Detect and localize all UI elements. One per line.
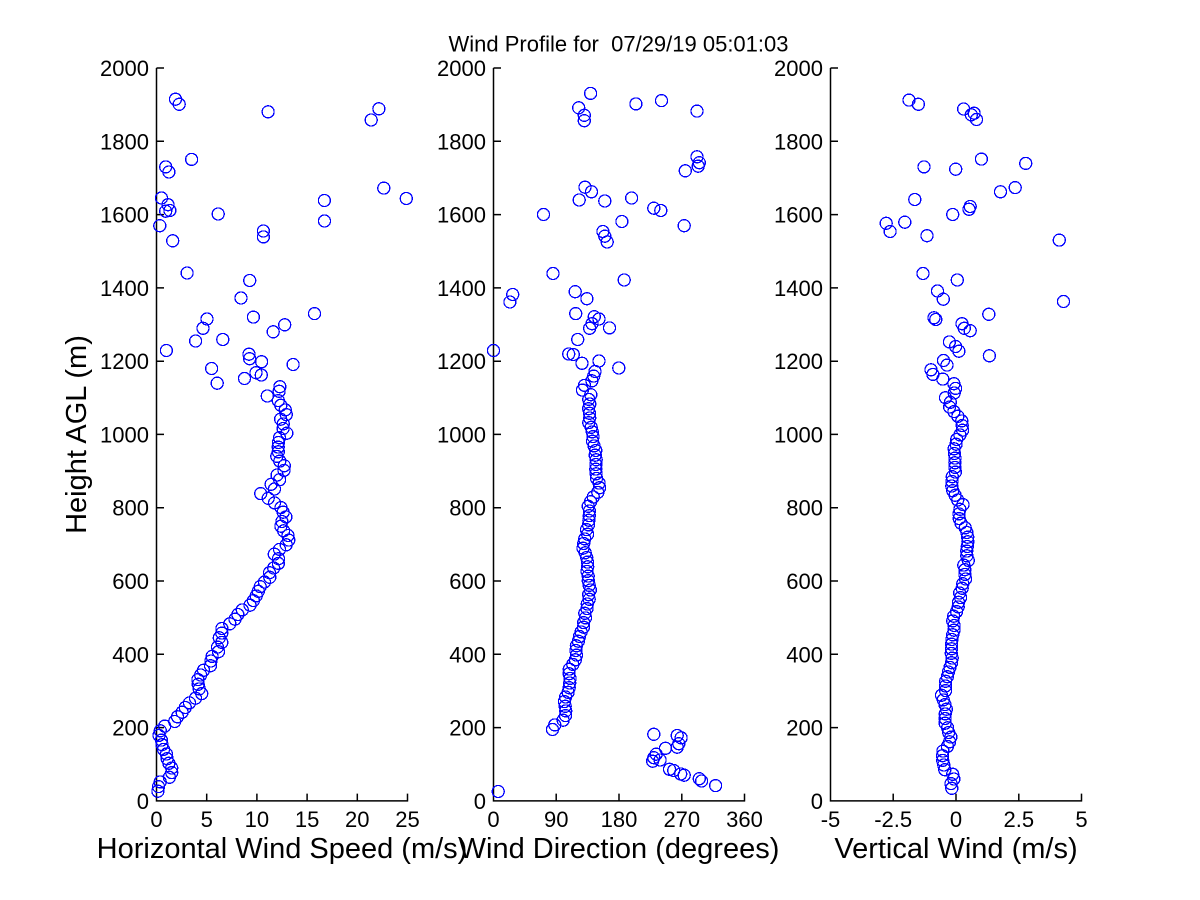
- svg-text:1800: 1800: [774, 129, 823, 154]
- svg-text:800: 800: [449, 496, 486, 521]
- svg-text:180: 180: [601, 807, 638, 832]
- svg-text:600: 600: [449, 569, 486, 594]
- svg-text:1600: 1600: [100, 203, 149, 228]
- svg-text:Wind Profile for 07/29/19 05:: Wind Profile for 07/29/19 05:01:03: [449, 32, 789, 57]
- svg-text:0: 0: [487, 807, 499, 832]
- svg-text:Vertical Wind (m/s): Vertical Wind (m/s): [834, 833, 1077, 865]
- svg-text:Horizontal Wind Speed (m/s): Horizontal Wind Speed (m/s): [97, 833, 468, 865]
- svg-text:800: 800: [112, 496, 149, 521]
- svg-text:-2.5: -2.5: [874, 807, 912, 832]
- svg-text:600: 600: [786, 569, 823, 594]
- svg-text:Height AGL (m): Height AGL (m): [61, 335, 93, 534]
- svg-text:90: 90: [544, 807, 568, 832]
- svg-text:0: 0: [474, 789, 486, 814]
- svg-text:2000: 2000: [437, 56, 486, 81]
- svg-text:1400: 1400: [437, 276, 486, 301]
- svg-text:800: 800: [786, 496, 823, 521]
- svg-text:1000: 1000: [100, 422, 149, 447]
- svg-text:0: 0: [150, 807, 162, 832]
- svg-text:0: 0: [811, 789, 823, 814]
- svg-text:0: 0: [137, 789, 149, 814]
- svg-text:-5: -5: [821, 807, 841, 832]
- svg-text:1200: 1200: [437, 349, 486, 374]
- svg-text:1000: 1000: [774, 422, 823, 447]
- svg-text:400: 400: [786, 642, 823, 667]
- svg-text:360: 360: [726, 807, 763, 832]
- svg-text:200: 200: [112, 716, 149, 741]
- svg-text:5: 5: [1075, 807, 1087, 832]
- svg-text:1600: 1600: [437, 203, 486, 228]
- svg-text:200: 200: [786, 716, 823, 741]
- svg-text:10: 10: [245, 807, 269, 832]
- svg-text:20: 20: [345, 807, 369, 832]
- svg-text:0: 0: [950, 807, 962, 832]
- svg-text:1600: 1600: [774, 203, 823, 228]
- svg-text:25: 25: [395, 807, 419, 832]
- svg-text:1400: 1400: [100, 276, 149, 301]
- svg-text:600: 600: [112, 569, 149, 594]
- svg-text:15: 15: [295, 807, 319, 832]
- svg-text:1800: 1800: [437, 129, 486, 154]
- svg-text:Wind Direction (degrees): Wind Direction (degrees): [459, 833, 780, 865]
- svg-text:2000: 2000: [100, 56, 149, 81]
- svg-text:1400: 1400: [774, 276, 823, 301]
- svg-text:1200: 1200: [100, 349, 149, 374]
- svg-text:1000: 1000: [437, 422, 486, 447]
- svg-text:5: 5: [201, 807, 213, 832]
- svg-text:1800: 1800: [100, 129, 149, 154]
- svg-text:1200: 1200: [774, 349, 823, 374]
- svg-text:2000: 2000: [774, 56, 823, 81]
- svg-text:2.5: 2.5: [1004, 807, 1035, 832]
- svg-text:270: 270: [663, 807, 700, 832]
- svg-text:400: 400: [112, 642, 149, 667]
- svg-text:200: 200: [449, 716, 486, 741]
- svg-text:400: 400: [449, 642, 486, 667]
